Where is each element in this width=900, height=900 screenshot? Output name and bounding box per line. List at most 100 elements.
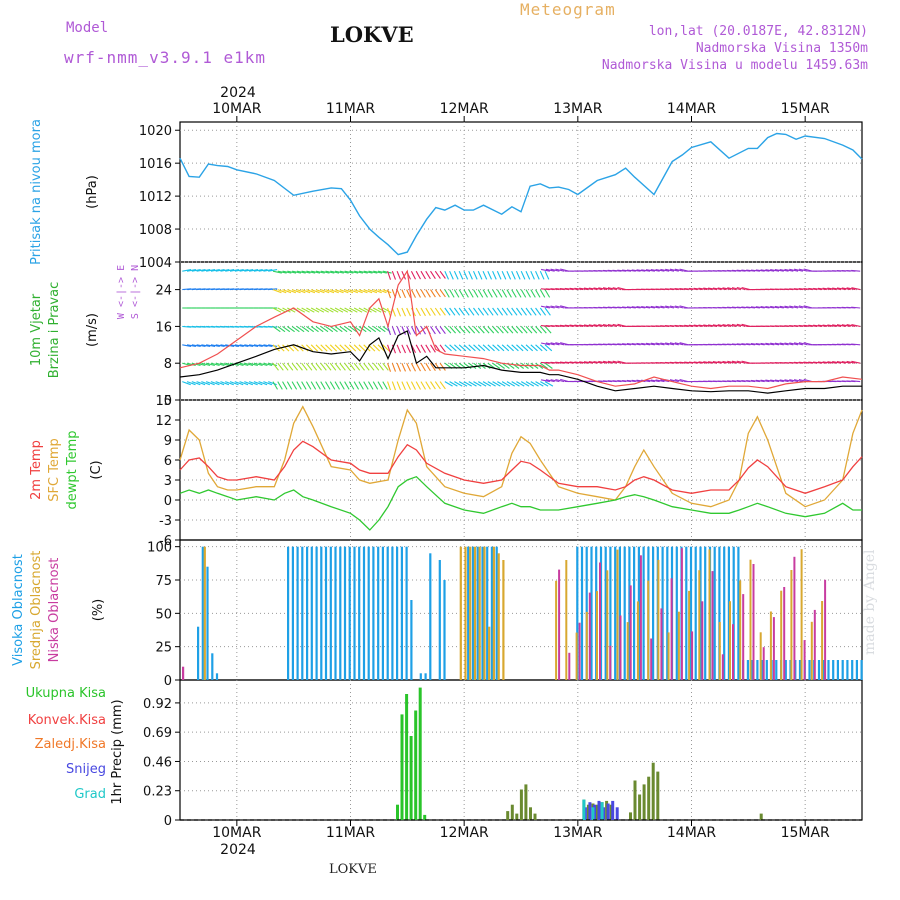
cloud-bar: [749, 559, 752, 680]
wind-arrow: [272, 325, 281, 333]
cloud-bar: [555, 580, 558, 680]
wind-arrow: [736, 323, 746, 327]
wind-speed-line: [179, 330, 862, 394]
wind-arrow: [832, 361, 842, 364]
wind-arrow: [645, 269, 655, 272]
wind-arrow: [315, 307, 325, 313]
model-altitude: Nadmorska Visina u modelu 1459.63m: [601, 58, 868, 73]
cloud-bar: [618, 546, 621, 680]
wind-arrow: [263, 269, 273, 272]
cloud-bar: [718, 546, 721, 680]
cloud-bar: [822, 660, 825, 680]
wind-arrow: [296, 289, 306, 294]
wind-arrow: [339, 325, 348, 333]
precip-bar: [611, 800, 615, 820]
cloud-bar: [488, 626, 491, 680]
wind-arrow: [511, 326, 519, 334]
wind-arrow: [665, 305, 675, 309]
precip-bar: [510, 804, 514, 820]
wind-arrow: [391, 381, 397, 391]
wind-arrow: [803, 287, 813, 291]
wind-arrow: [201, 269, 211, 272]
wind-arrow: [415, 289, 421, 298]
wind-arrow: [770, 379, 780, 383]
wind-arrow: [564, 287, 574, 291]
cloud-bar: [657, 559, 660, 680]
cloud-bar: [633, 546, 636, 680]
wind-arrow: [535, 344, 543, 352]
wind-arrow: [482, 344, 491, 352]
cloud-bar: [377, 546, 380, 680]
wind-arrow: [779, 379, 789, 383]
cloud-bar: [752, 564, 755, 680]
cloud-bar: [762, 647, 765, 680]
wind-arrow: [258, 269, 268, 272]
wind-arrow: [731, 323, 741, 327]
wind-arrow: [520, 326, 528, 334]
wind-arrow: [841, 360, 851, 364]
wind-arrow: [353, 381, 360, 390]
wind-arrow: [239, 381, 249, 386]
wind-arrow: [827, 287, 837, 291]
wind-arrow: [282, 270, 292, 274]
wind-arrow: [415, 381, 421, 390]
cloud-bar: [329, 546, 332, 680]
wind-axis-title-1: 10m Vjetar: [29, 293, 44, 366]
wind-arrow: [555, 342, 565, 346]
wind-arrow: [808, 287, 818, 291]
wind-arrow: [746, 343, 756, 346]
wind-arrow: [258, 362, 268, 367]
wind-arrow: [817, 287, 827, 291]
wind-arrow: [415, 307, 421, 317]
wind-arrow: [569, 287, 579, 291]
wind-arrow: [506, 289, 512, 298]
wind-arrow: [263, 344, 273, 347]
cloud-bar: [367, 546, 370, 680]
cloud-bar: [765, 660, 768, 680]
cloud-bar: [358, 546, 361, 680]
wind-arrow: [727, 323, 737, 327]
cloud-bar: [721, 654, 724, 680]
wind-arrow: [306, 289, 316, 294]
cloud-bar: [732, 624, 734, 680]
wind-arrow: [282, 289, 292, 294]
precip-legend-item: Zaledj.Kisa: [35, 737, 106, 752]
precip-bar: [629, 812, 632, 820]
cloud-bar: [324, 546, 328, 680]
wind-arrow: [851, 323, 861, 327]
wind-arrow: [406, 289, 411, 298]
wind-arrow: [641, 306, 651, 309]
wind-compass-ew: W <-|-> E: [116, 265, 127, 319]
wind-arrow: [420, 381, 426, 390]
wind-arrow: [698, 287, 708, 291]
wind-arrow: [473, 344, 481, 352]
precip-bar: [600, 802, 604, 820]
wind-arrow: [655, 305, 665, 309]
wind-arrow: [550, 361, 560, 364]
wind-unit-label: (m/s): [85, 313, 100, 347]
wind-arrow: [617, 306, 627, 309]
wind-arrow: [803, 324, 813, 327]
wind-arrow: [693, 324, 703, 327]
wind-arrow: [182, 381, 191, 386]
wind-arrow: [626, 379, 636, 383]
wind-arrow: [382, 270, 392, 274]
wind-arrow: [846, 287, 856, 291]
cloud-bar: [606, 570, 609, 680]
cloud-bar: [429, 553, 432, 680]
wind-arrow: [186, 269, 196, 272]
wind-arrow: [430, 307, 436, 316]
wind-arrow: [535, 307, 542, 316]
wind-arrow: [770, 269, 780, 272]
wind-arrow: [750, 269, 761, 272]
wind-arrow: [258, 344, 268, 347]
wind-arrow: [487, 270, 493, 280]
wind-arrow: [515, 270, 521, 280]
wind-arrow: [420, 289, 426, 298]
cloud-bar: [580, 546, 584, 680]
wind-arrow: [320, 344, 328, 352]
wind-arrow: [579, 287, 589, 291]
wind-arrow: [325, 289, 335, 294]
wind-arrow: [353, 307, 363, 313]
cloud-bar: [827, 660, 830, 680]
